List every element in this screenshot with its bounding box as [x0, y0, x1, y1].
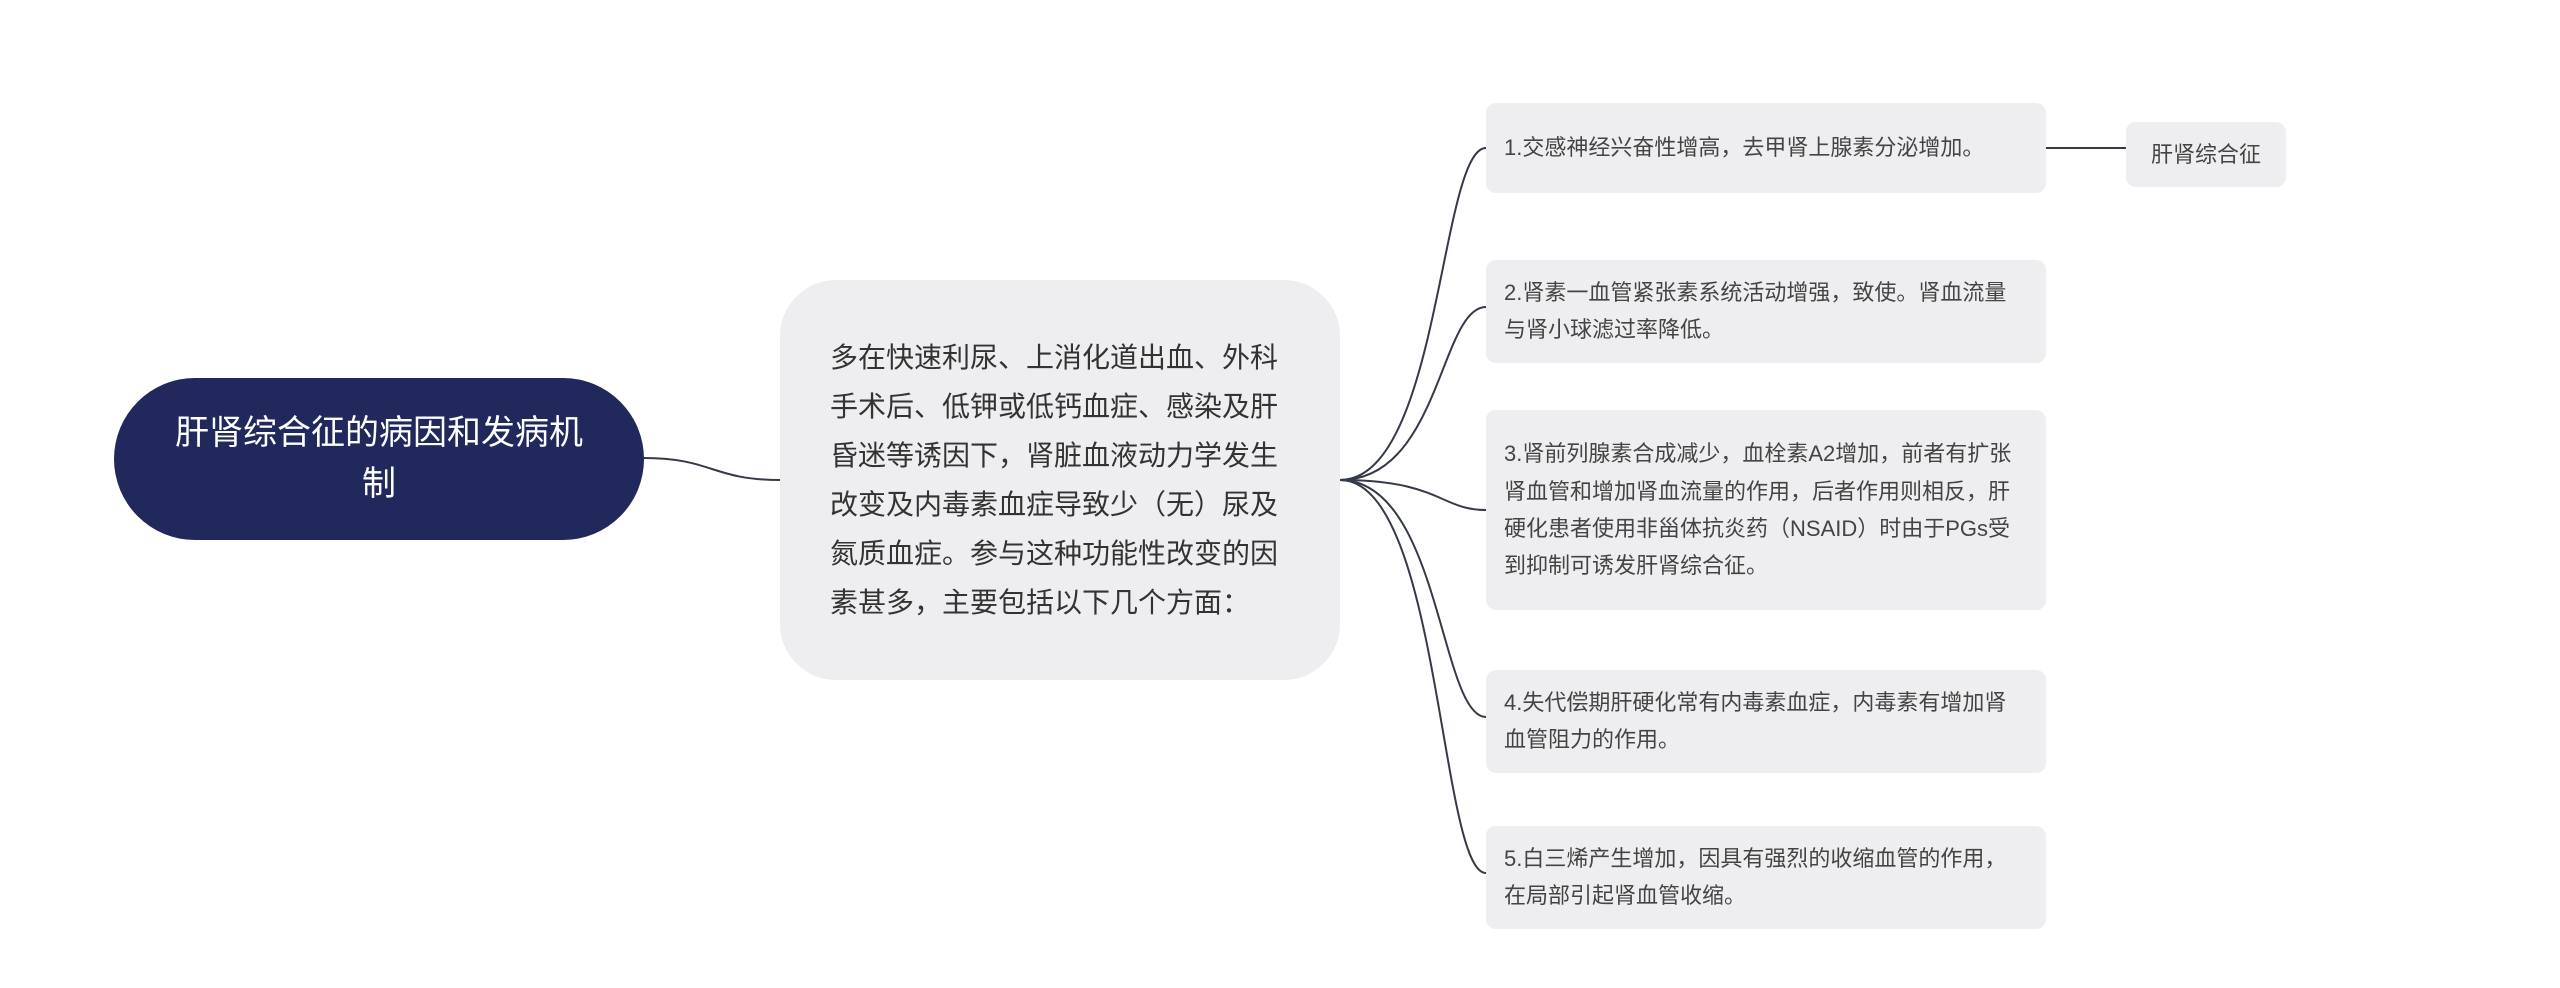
leaf-node-5: 5.白三烯产生增加，因具有强烈的收缩血管的作用，在局部引起肾血管收缩。 — [1486, 826, 2046, 929]
root-text: 肝肾综合征的病因和发病机制 — [164, 408, 594, 510]
leaf-text-4: 4.失代偿期肝硬化常有内毒素血症，内毒素有增加肾血管阻力的作用。 — [1504, 684, 2028, 759]
leaf-node-1: 1.交感神经兴奋性增高，去甲肾上腺素分泌增加。 — [1486, 103, 2046, 193]
root-node: 肝肾综合征的病因和发病机制 — [114, 378, 644, 540]
leaf-text-1: 1.交感神经兴奋性增高，去甲肾上腺素分泌增加。 — [1504, 129, 1984, 166]
leaf-node-3: 3.肾前列腺素合成减少，血栓素A2增加，前者有扩张肾血管和增加肾血流量的作用，后… — [1486, 410, 2046, 610]
leaf-text-5: 5.白三烯产生增加，因具有强烈的收缩血管的作用，在局部引起肾血管收缩。 — [1504, 840, 2028, 915]
tail-text: 肝肾综合征 — [2151, 136, 2261, 173]
mindmap-stage: 肝肾综合征的病因和发病机制 多在快速利尿、上消化道出血、外科手术后、低钾或低钙血… — [0, 0, 2560, 988]
mid-node: 多在快速利尿、上消化道出血、外科手术后、低钾或低钙血症、感染及肝昏迷等诱因下，肾… — [780, 280, 1340, 680]
tail-node: 肝肾综合征 — [2126, 122, 2286, 187]
leaf-text-3: 3.肾前列腺素合成减少，血栓素A2增加，前者有扩张肾血管和增加肾血流量的作用，后… — [1504, 435, 2028, 585]
mid-text: 多在快速利尿、上消化道出血、外科手术后、低钾或低钙血症、感染及肝昏迷等诱因下，肾… — [830, 333, 1290, 627]
leaf-text-2: 2.肾素一血管紧张素系统活动增强，致使。肾血流量与肾小球滤过率降低。 — [1504, 274, 2028, 349]
leaf-node-2: 2.肾素一血管紧张素系统活动增强，致使。肾血流量与肾小球滤过率降低。 — [1486, 260, 2046, 363]
leaf-node-4: 4.失代偿期肝硬化常有内毒素血症，内毒素有增加肾血管阻力的作用。 — [1486, 670, 2046, 773]
